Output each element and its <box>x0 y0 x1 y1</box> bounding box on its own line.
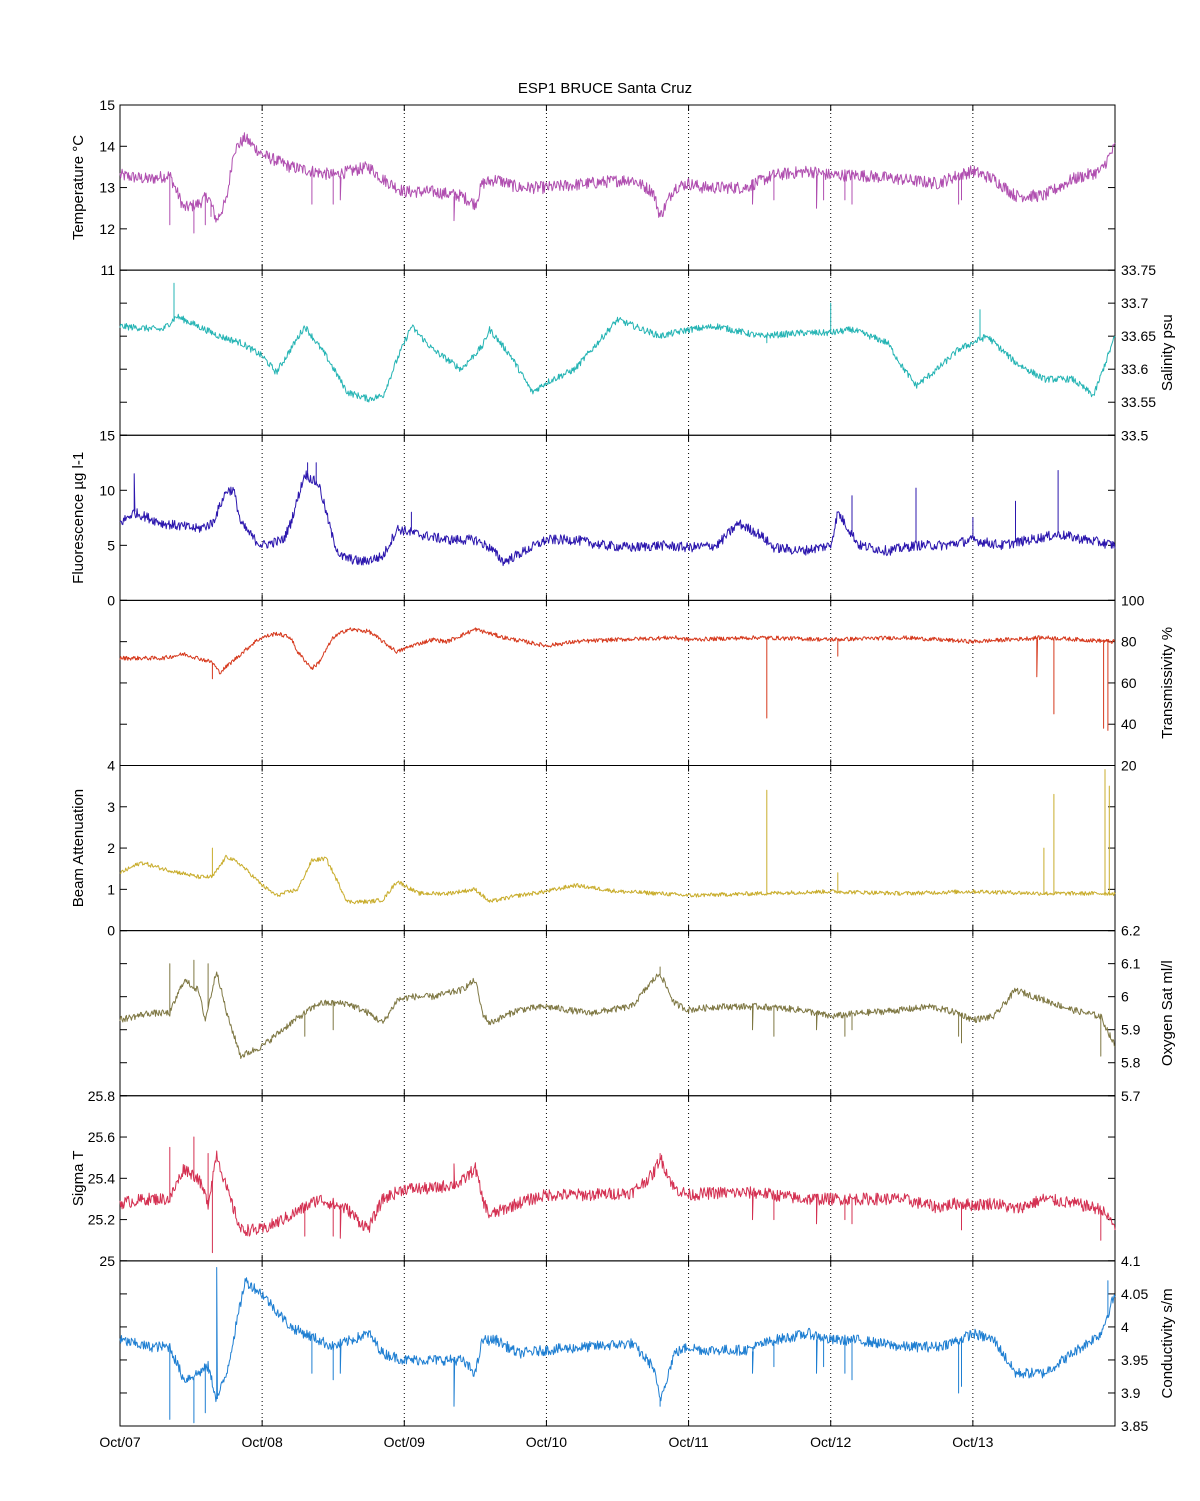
panel-2: 0 5 10 15 Fluorescence µg l-1 <box>70 427 1116 608</box>
y-tick-label: 3 <box>107 799 115 815</box>
y-tick-label: 3.9 <box>1121 1385 1141 1401</box>
y-tick-label: 6.2 <box>1121 923 1141 939</box>
y-tick-label: 100 <box>1121 592 1145 608</box>
series-line <box>119 462 1116 567</box>
y-tick-label: 2 <box>107 840 115 856</box>
y-tick-label: 25.4 <box>88 1170 115 1186</box>
y-tick-label: 5 <box>107 537 115 553</box>
y-tick-label: 33.55 <box>1121 394 1156 410</box>
series-line <box>119 1267 1116 1424</box>
y-axis-label: Oxygen Sat ml/l <box>1159 960 1176 1066</box>
chart-title: ESP1 BRUCE Santa Cruz <box>518 80 692 97</box>
y-tick-label: 20 <box>1121 758 1137 774</box>
y-tick-label: 3.95 <box>1121 1352 1148 1368</box>
y-tick-label: 4 <box>107 758 115 774</box>
series-line <box>119 132 1116 234</box>
series-line <box>119 282 1116 403</box>
y-tick-label: 33.75 <box>1121 262 1156 278</box>
y-tick-label: 0 <box>107 592 115 608</box>
y-tick-label: 6.1 <box>1121 956 1141 972</box>
y-tick-label: 14 <box>99 138 115 154</box>
y-tick-label: 4 <box>1121 1319 1129 1335</box>
panel-3: 20 40 60 80 100 Transmissivity % <box>119 592 1176 774</box>
y-tick-label: 33.7 <box>1121 295 1148 311</box>
panel-frame <box>119 599 1116 766</box>
x-tick-label: Oct/10 <box>526 1434 567 1450</box>
series-line <box>119 1136 1116 1254</box>
y-tick-label: 25 <box>99 1253 115 1269</box>
y-tick-label: 25.6 <box>88 1129 115 1145</box>
y-tick-label: 25.2 <box>88 1212 115 1228</box>
x-tick-label: Oct/11 <box>668 1434 708 1450</box>
y-tick-label: 80 <box>1121 634 1137 650</box>
y-tick-label: 5.7 <box>1121 1088 1141 1104</box>
x-tick-label: Oct/13 <box>952 1434 993 1450</box>
y-tick-label: 4.05 <box>1121 1286 1148 1302</box>
series-line <box>119 769 1116 905</box>
y-axis-label: Temperature °C <box>70 135 87 240</box>
panel-frame <box>119 434 1116 601</box>
y-tick-label: 6 <box>1121 989 1129 1005</box>
y-tick-label: 5.9 <box>1121 1022 1141 1038</box>
y-tick-label: 25.8 <box>88 1088 115 1104</box>
y-axis-label: Fluorescence µg l-1 <box>70 452 87 584</box>
y-tick-label: 40 <box>1121 716 1137 732</box>
y-tick-label: 5.8 <box>1121 1055 1141 1071</box>
y-axis-label: Sigma T <box>70 1151 87 1207</box>
series-line <box>119 627 1116 731</box>
y-tick-label: 33.65 <box>1121 328 1156 344</box>
series-line <box>119 959 1116 1059</box>
x-tick-label: Oct/09 <box>384 1434 425 1450</box>
panel-frame <box>119 765 1116 932</box>
y-tick-label: 13 <box>99 180 115 196</box>
panel-5: 5.7 5.8 5.9 6 6.1 6.2 Oxygen Sat ml/l <box>119 923 1176 1104</box>
y-tick-label: 33.6 <box>1121 361 1148 377</box>
panel-1: 33.5 33.55 33.6 33.65 33.7 33.75 Salinity psu <box>119 262 1176 443</box>
y-axis-label: Beam Attenuation <box>70 789 87 907</box>
y-tick-label: 3.85 <box>1121 1418 1148 1434</box>
x-tick-label: Oct/12 <box>810 1434 851 1450</box>
y-tick-label: 12 <box>99 221 115 237</box>
panel-frame <box>119 269 1116 436</box>
panel-0: 11 12 13 14 15 Temperature °C <box>70 97 1116 278</box>
y-tick-label: 33.5 <box>1121 427 1148 443</box>
panel-frame <box>119 1260 1116 1427</box>
panel-4: 0 1 2 3 4 Beam Attenuation <box>70 758 1116 939</box>
y-tick-label: 0 <box>107 923 115 939</box>
y-axis-label: Transmissivity % <box>1159 627 1176 739</box>
y-tick-label: 4.1 <box>1121 1253 1141 1269</box>
y-axis-label: Salinity psu <box>1159 314 1176 391</box>
x-tick-label: Oct/08 <box>242 1434 283 1450</box>
y-axis-label: Conductivity s/m <box>1159 1288 1176 1398</box>
y-tick-label: 10 <box>99 482 115 498</box>
y-tick-label: 11 <box>100 262 115 278</box>
y-tick-label: 60 <box>1121 675 1137 691</box>
x-tick-label: Oct/07 <box>99 1434 140 1450</box>
panel-7: 3.85 3.9 3.95 4 4.05 4.1 Conductivity s/m <box>119 1253 1176 1434</box>
panel-6: 25 25.2 25.4 25.6 25.8 Sigma T <box>70 1088 1116 1269</box>
y-tick-label: 15 <box>99 97 115 113</box>
panel-frame <box>119 1095 1116 1262</box>
panel-frame <box>119 930 1116 1097</box>
panel-frame <box>119 104 1116 271</box>
y-tick-label: 15 <box>99 427 115 443</box>
y-tick-label: 1 <box>107 881 115 897</box>
